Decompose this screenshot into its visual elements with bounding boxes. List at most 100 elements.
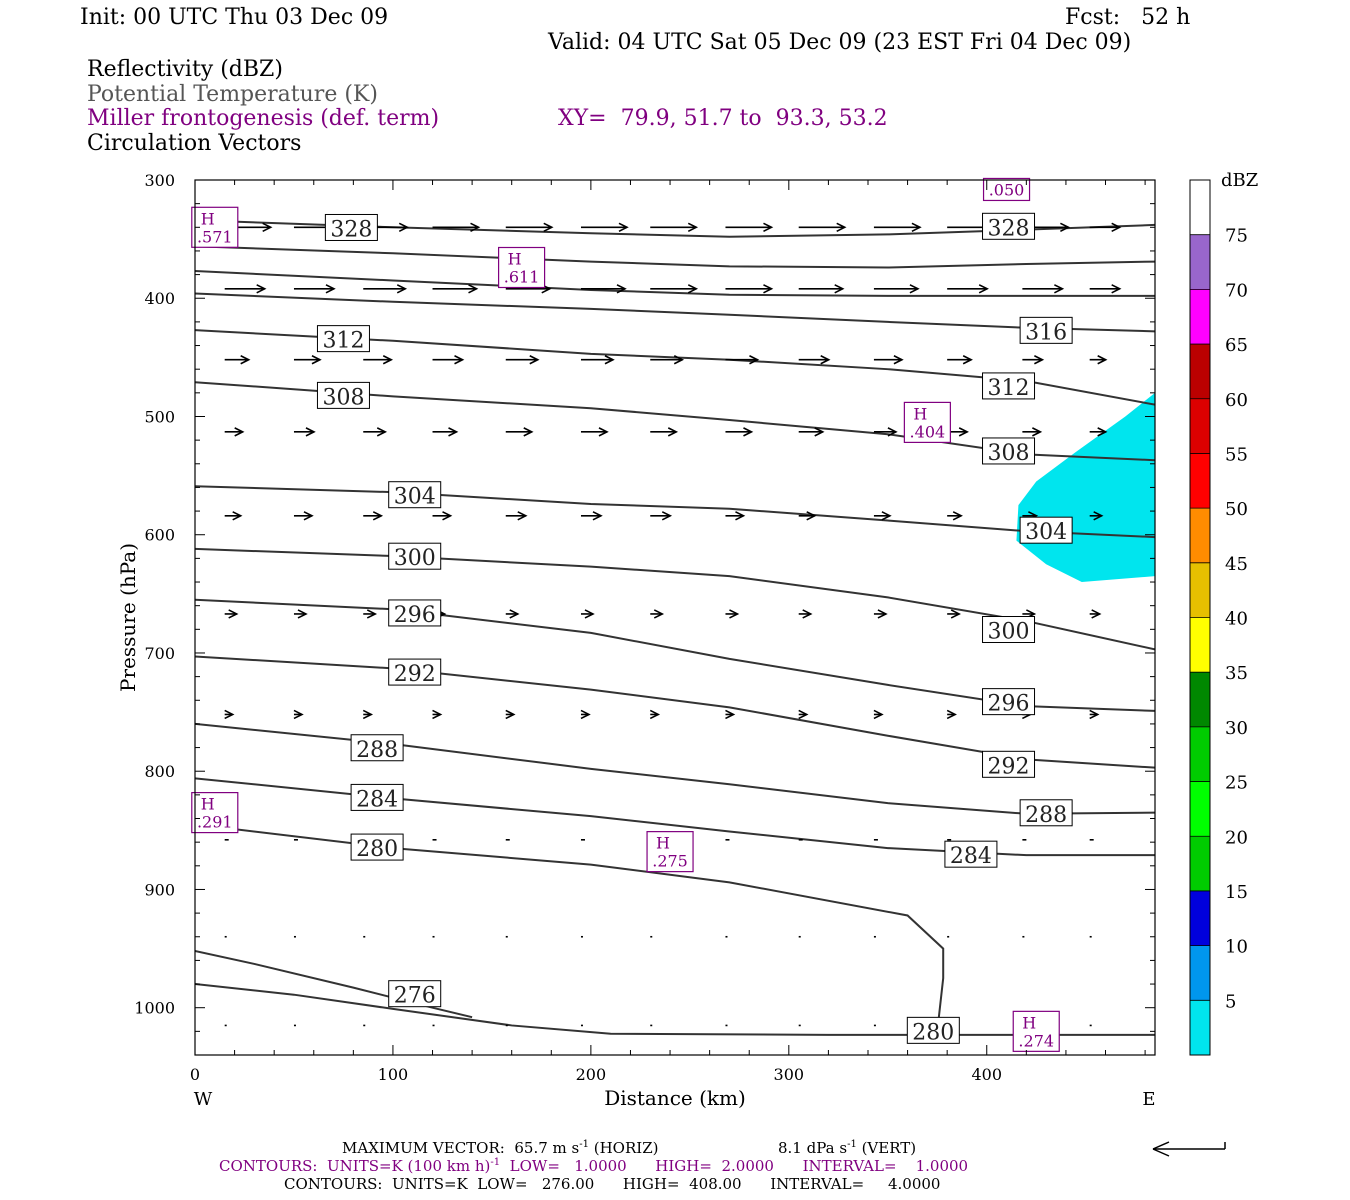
theta-label-box [350, 833, 404, 861]
theta-label: 284 [950, 844, 992, 869]
theta-label: 292 [394, 662, 436, 687]
colorbar-segment [1190, 344, 1210, 399]
circulation-vector-head [1093, 511, 1104, 521]
theta-label: 312 [322, 329, 364, 354]
colorbar-level-label: 55 [1225, 444, 1248, 465]
circulation-vector-head [592, 511, 603, 521]
circulation-vector-layer [224, 222, 1122, 1027]
circulation-vector-head [398, 222, 410, 233]
colorbar-segment [1190, 180, 1210, 235]
theta-label-box [944, 840, 998, 868]
circulation-vector-head [735, 511, 746, 521]
theta-label-box [350, 734, 404, 762]
circulation-vector-head [661, 511, 673, 521]
y-tick-label: 400 [144, 289, 175, 308]
plot-frame [194, 179, 1156, 1056]
colorbar-segment [1190, 508, 1210, 563]
colorbar-level-label: 65 [1225, 335, 1248, 356]
theta-label: 308 [988, 441, 1030, 466]
theta-label-box [982, 750, 1036, 778]
colorbar-level-label: 15 [1225, 882, 1248, 903]
circulation-vector-head [232, 511, 243, 521]
y-tick-label: 600 [144, 526, 175, 545]
x-tick-label: 100 [378, 1065, 409, 1084]
circulation-vector-head [325, 284, 336, 294]
theta-label: 308 [322, 385, 364, 410]
colorbar: 5 10 15 20 25 30 35 40 45 50 55 60 65 70 75 dBZ [1189, 170, 1258, 1056]
circulation-vector-head [372, 511, 384, 521]
theta-label: 296 [394, 603, 436, 628]
circulation-vector-head [798, 709, 809, 720]
y-tick-label: 500 [144, 407, 175, 426]
x-tick-label: 300 [774, 1065, 805, 1084]
theta-label: 280 [912, 1020, 954, 1045]
circulation-vector-head [814, 427, 825, 437]
circulation-vector-head [303, 511, 314, 521]
circulation-vector-head [673, 355, 685, 365]
circulation-vector-head [1111, 222, 1122, 233]
circulation-vector-head [820, 355, 831, 365]
max-vector-vert-tail: (VERT) [856, 1139, 917, 1157]
circulation-vector-head [836, 222, 847, 233]
contours-frontogenesis-note: CONTOURS: UNITS=K (100 km h)-1 LOW= 1.00… [219, 1158, 968, 1174]
colorbar-segment [1190, 945, 1210, 1001]
reference-vector-arrow [1152, 1141, 1226, 1157]
circulation-vector-head [618, 222, 629, 233]
x-tick-label: 400 [971, 1065, 1002, 1084]
contours-frontogenesis-units: CONTOURS: UNITS=K (100 km h) [219, 1157, 491, 1175]
circulation-vector-head [396, 284, 408, 294]
theta-label: 284 [356, 787, 398, 812]
circulation-vector-head [376, 427, 388, 437]
circulation-vector-head [881, 511, 892, 521]
circulation-vector-head [1032, 427, 1043, 437]
circulation-vector-head [448, 427, 459, 437]
field-potential-temperature: Potential Temperature (K) [87, 82, 378, 107]
colorbar-segment [1190, 672, 1210, 727]
circulation-vector-head [382, 355, 394, 365]
theta-label: 304 [1025, 520, 1067, 545]
axes-layer: 300 400 500 600 700 800 900 1000 0 100 200 300 400 W E… [116, 171, 1156, 1110]
circulation-vector-head [529, 355, 540, 365]
theta-label: 296 [988, 692, 1030, 717]
frontogenesis-label-box [903, 401, 951, 443]
theta-label: 280 [356, 837, 398, 862]
frontogenesis-max-kind: H [508, 250, 522, 269]
y-tick-label: 800 [144, 762, 175, 781]
theta-label-box [324, 213, 378, 241]
field-frontogenesis: Miller frontogenesis (def. term) [87, 106, 440, 131]
theta-label-box [388, 481, 442, 509]
circulation-vector-head [877, 609, 888, 619]
valid-time: Valid: 04 UTC Sat 05 Dec 09 (23 EST Fri … [548, 30, 1132, 55]
circulation-vector-head [946, 709, 957, 720]
theta-contour-324 [195, 245, 1155, 269]
theta-label: 300 [394, 546, 436, 571]
colorbar-level-label: 5 [1225, 991, 1236, 1012]
circulation-vector-head [454, 355, 465, 365]
colorbar-segment [1190, 836, 1210, 891]
theta-label-box [982, 212, 1036, 240]
circulation-vector-head [509, 609, 520, 619]
colorbar-level-label: 60 [1225, 390, 1248, 411]
circulation-vector-head [1111, 284, 1122, 294]
theta-contour-272 [195, 983, 1155, 1036]
circulation-vector-head [543, 222, 554, 233]
circulation-vector-head [432, 709, 443, 720]
theta-label: 288 [1025, 803, 1067, 828]
theta-label-box [906, 1016, 960, 1044]
y-tick-label: 1000 [134, 999, 175, 1018]
circulation-vector-head [505, 709, 516, 720]
frontogenesis-max-kind: H [201, 795, 215, 814]
colorbar-level-label: 75 [1225, 226, 1248, 247]
max-vector-vert-note: 8.1 dPa s-1 (VERT) [778, 1140, 916, 1156]
circulation-vector-head [1034, 355, 1045, 365]
circulation-vector-head [729, 609, 740, 619]
contours-theta-note: CONTOURS: UNITS=K LOW= 276.00 HIGH= 408.… [284, 1175, 941, 1193]
frontogenesis-value: .404 [910, 422, 946, 441]
circulation-vector-head [950, 609, 961, 619]
frontogenesis-label-box [646, 831, 694, 873]
colorbar-level-label: 35 [1225, 663, 1248, 684]
circulation-vector-head [305, 427, 316, 437]
colorbar-level-label: 30 [1225, 718, 1248, 739]
theta-label-box [388, 542, 442, 570]
theta-contour-320 [195, 270, 1155, 297]
